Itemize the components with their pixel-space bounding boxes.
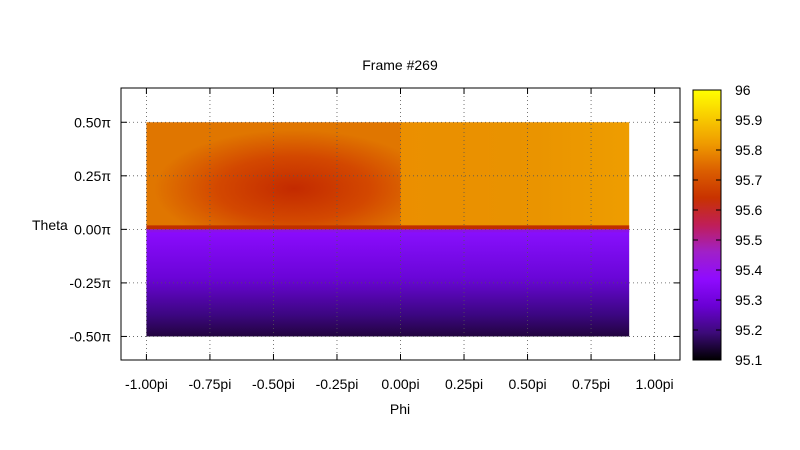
x-tick-label: 0.25pi bbox=[445, 376, 483, 392]
grid-lines bbox=[121, 88, 680, 360]
x-tick-label: 1.00pi bbox=[636, 376, 674, 392]
y-tick-label: 0.00π bbox=[74, 221, 111, 237]
equator-band bbox=[146, 225, 630, 230]
x-axis-label: Phi bbox=[390, 401, 410, 417]
colorbar-tick-label: 95.2 bbox=[735, 322, 762, 338]
colorbar-tick-label: 95.1 bbox=[735, 352, 762, 368]
y-tick-label: -0.25π bbox=[69, 275, 111, 291]
x-tick-label: 0.00pi bbox=[381, 376, 419, 392]
chart-title: Frame #269 bbox=[362, 57, 438, 73]
y-axis-ticks: 0.50π 0.25π 0.00π -0.25π -0.50π bbox=[69, 114, 680, 344]
x-tick-label: -0.75pi bbox=[189, 376, 232, 392]
y-tick-label: -0.50π bbox=[69, 328, 111, 344]
x-tick-label: -0.25pi bbox=[316, 376, 359, 392]
colorbar: 96 95.9 95.8 95.7 95.6 95.5 95.4 95.3 95.2 95.1 bbox=[692, 82, 762, 368]
x-tick-label: -1.00pi bbox=[125, 376, 168, 392]
colorbar-ticks: 96 95.9 95.8 95.7 95.6 95.5 95.4 95.3 95.2 95.1 bbox=[693, 82, 762, 368]
y-axis-label: Theta bbox=[32, 217, 68, 233]
x-axis-ticks: -1.00pi -0.75pi -0.50pi -0.25pi 0.00pi 0.25pi… bbox=[125, 88, 674, 392]
x-tick-label: 0.75pi bbox=[572, 376, 610, 392]
colorbar-tick-label: 95.5 bbox=[735, 232, 762, 248]
colorbar-tick-label: 95.6 bbox=[735, 202, 762, 218]
heatmap-region-4 bbox=[400, 229, 630, 337]
colorbar-tick-label: 95.4 bbox=[735, 262, 762, 278]
colorbar-frame bbox=[692, 89, 722, 361]
colorbar-tick-label: 95.9 bbox=[735, 112, 762, 128]
colorbar-tick-label: 95.3 bbox=[735, 292, 762, 308]
heatmap-cells bbox=[146, 122, 630, 337]
x-tick-label: -0.50pi bbox=[252, 376, 295, 392]
equator-band-lower bbox=[146, 229, 630, 233]
colorbar-tick-label: 95.8 bbox=[735, 142, 762, 158]
colorbar-tick-label: 95.7 bbox=[735, 172, 762, 188]
y-tick-label: 0.50π bbox=[74, 114, 111, 130]
x-tick-label: 0.50pi bbox=[508, 376, 546, 392]
colorbar-fill bbox=[693, 90, 721, 360]
y-tick-label: 0.25π bbox=[74, 168, 111, 184]
colorbar-tick-label: 96 bbox=[735, 82, 751, 98]
heatmap-region-2 bbox=[400, 122, 630, 230]
